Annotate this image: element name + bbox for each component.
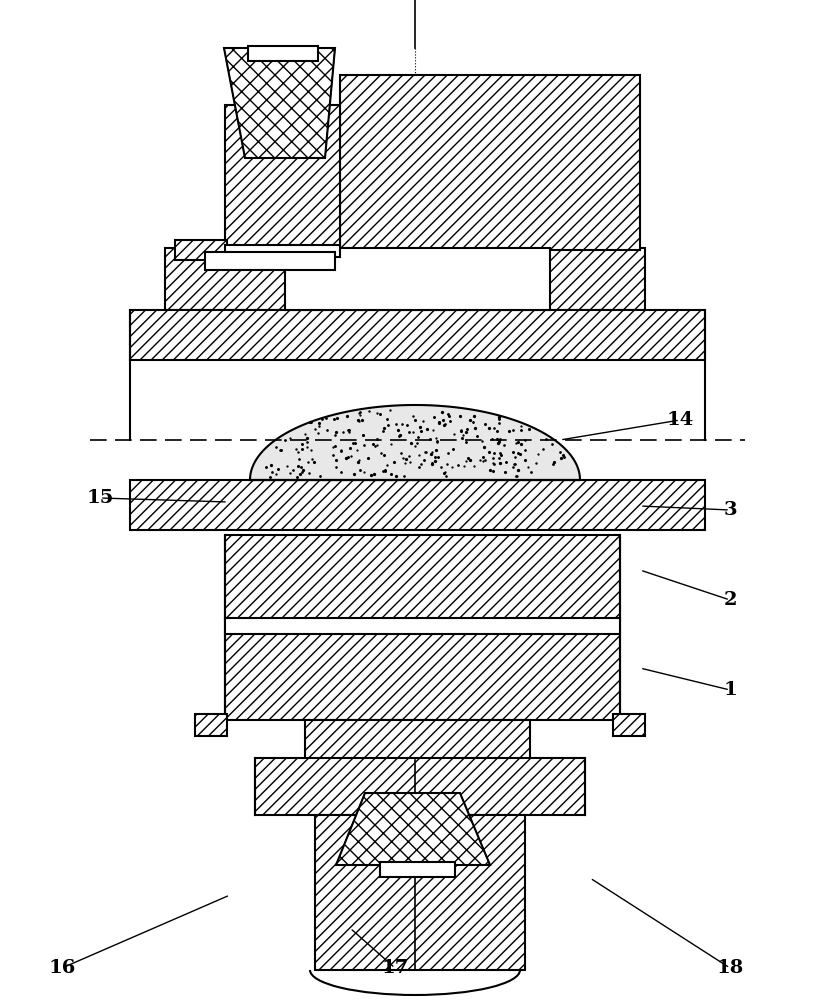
Bar — [613, 714, 645, 736]
Text: 17: 17 — [381, 959, 409, 977]
Bar — [205, 252, 335, 270]
Bar — [131, 360, 704, 440]
Polygon shape — [224, 48, 335, 158]
Bar — [175, 240, 227, 260]
Polygon shape — [336, 793, 490, 865]
Bar — [130, 480, 705, 530]
Text: 16: 16 — [48, 959, 76, 977]
Text: 3: 3 — [723, 501, 737, 519]
Bar — [225, 535, 620, 620]
Bar — [255, 758, 585, 815]
Text: 1: 1 — [723, 681, 737, 699]
Bar — [225, 245, 340, 257]
Bar — [305, 720, 530, 760]
Bar — [380, 862, 455, 877]
Bar — [195, 714, 227, 736]
Bar — [130, 310, 705, 360]
Bar — [340, 75, 640, 250]
Text: 14: 14 — [666, 411, 694, 429]
Bar — [225, 105, 340, 250]
Text: 18: 18 — [716, 959, 744, 977]
Text: 2: 2 — [723, 591, 737, 609]
Bar — [165, 248, 645, 310]
Text: 15: 15 — [86, 489, 114, 507]
Bar — [248, 46, 318, 61]
Bar — [285, 248, 550, 310]
Bar — [315, 815, 525, 970]
Bar — [225, 618, 620, 634]
Bar — [225, 632, 620, 720]
Polygon shape — [250, 405, 580, 480]
